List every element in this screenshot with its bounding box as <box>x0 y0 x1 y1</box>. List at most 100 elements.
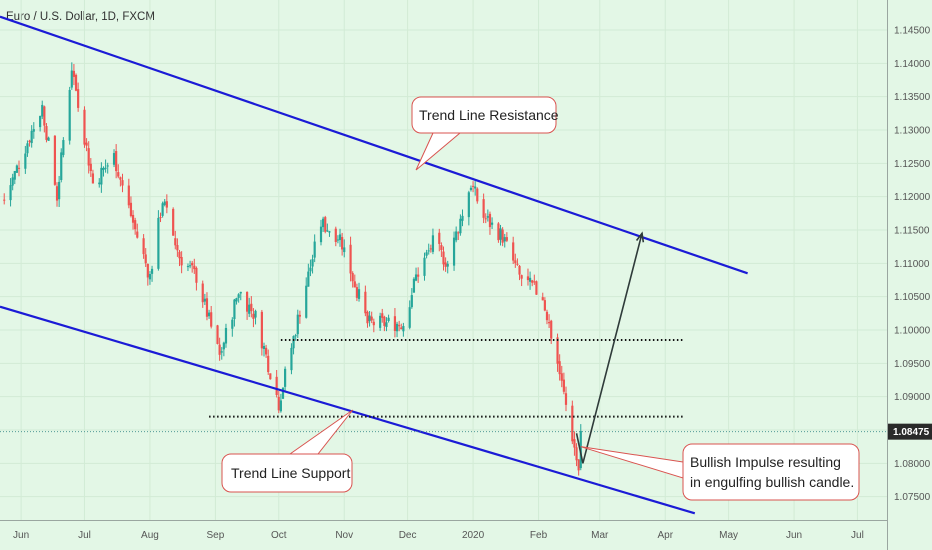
x-tick-label: Jun <box>786 530 802 541</box>
candle-body <box>292 336 295 349</box>
y-tick-label: 1.12000 <box>894 192 931 203</box>
callout-resistance-box <box>411 96 557 134</box>
candle-body <box>250 303 253 312</box>
candle-body <box>254 310 257 318</box>
candle-body <box>558 361 561 375</box>
candle-body <box>180 257 183 266</box>
x-tick-label: 2020 <box>462 530 485 541</box>
callout-bullish-impulse-text: in engulfing bullish candle. <box>690 474 854 490</box>
candle-body <box>201 283 204 303</box>
candle-body <box>294 335 297 337</box>
candle-body <box>281 387 285 399</box>
candle-body <box>178 251 181 259</box>
candle-body <box>121 180 124 186</box>
candle-body <box>163 201 166 205</box>
candle-body <box>106 165 109 167</box>
callout-support-box <box>221 453 353 493</box>
candle-body <box>338 234 342 241</box>
candle-body <box>341 237 344 250</box>
candle-body <box>252 313 255 319</box>
y-tick-label: 1.10500 <box>894 292 931 303</box>
candle-body <box>203 298 206 302</box>
candle-body <box>144 254 147 264</box>
candle-body <box>43 106 46 126</box>
callout-bullish-impulse-pointer <box>580 446 684 479</box>
candle-body <box>410 295 413 308</box>
candle-body <box>497 223 500 241</box>
candle-body <box>364 291 367 314</box>
candle-body <box>305 285 308 318</box>
candle-body <box>119 177 122 180</box>
x-tick-label: May <box>719 530 738 541</box>
candle-body <box>446 263 449 267</box>
x-tick-label: Apr <box>657 530 673 541</box>
candle-body <box>47 137 50 141</box>
candle-body <box>53 135 57 185</box>
x-tick-label: Mar <box>591 530 609 541</box>
x-tick-label: Jul <box>851 530 864 541</box>
candle-body <box>429 248 432 250</box>
candle-body <box>319 226 323 243</box>
current-price-label: 1.08475 <box>893 427 930 438</box>
candle-body <box>136 231 139 238</box>
candle-body <box>87 148 90 166</box>
candle-body <box>269 373 272 380</box>
candle-body <box>357 289 361 299</box>
x-tick-label: Nov <box>335 530 353 541</box>
candle-body <box>210 312 213 327</box>
candle-body <box>127 185 130 206</box>
candle-body <box>176 245 179 251</box>
candle-body <box>562 379 565 392</box>
candle-body <box>39 116 42 128</box>
candle-body <box>157 217 160 269</box>
candle-body <box>68 89 71 141</box>
candle-body <box>535 281 538 295</box>
candle-body <box>9 185 12 201</box>
x-tick-label: Feb <box>530 530 548 541</box>
y-tick-label: 1.10000 <box>894 326 931 337</box>
candle-body <box>237 294 240 298</box>
candle-body <box>11 177 14 186</box>
candle-body <box>467 192 470 218</box>
candle-body <box>191 262 194 266</box>
candle-body <box>161 203 164 216</box>
x-tick-label: Jun <box>13 530 29 541</box>
candle-body <box>195 267 198 283</box>
candle-body <box>245 291 249 312</box>
projection-arrow <box>575 233 643 464</box>
candle-body <box>474 186 477 189</box>
candle-body <box>235 298 238 302</box>
candle-body <box>322 218 325 228</box>
candle-body <box>142 238 145 255</box>
candle-body <box>309 267 312 272</box>
candle-body <box>159 217 162 219</box>
candle-body <box>571 405 574 442</box>
candle-body <box>518 265 521 275</box>
candle-body <box>134 220 137 230</box>
candle-body <box>298 314 301 317</box>
y-tick-label: 1.09500 <box>894 359 931 370</box>
candle-body <box>528 277 532 282</box>
candle-body <box>469 187 473 190</box>
candle-body <box>284 368 287 387</box>
candle-body <box>220 351 223 353</box>
candle-body <box>91 173 95 184</box>
candle-body <box>545 311 549 321</box>
candle-body <box>131 214 135 223</box>
x-tick-label: Aug <box>141 530 159 541</box>
candle-body <box>408 307 411 328</box>
candle-body <box>417 274 420 277</box>
candle-body <box>129 202 133 217</box>
callout-resistance-pointer <box>415 132 462 171</box>
candle-body <box>324 217 327 232</box>
time-axis[interactable]: Jun Jul Aug Sep Oct Nov Dec 2020 Feb Mar Apr May Jun… <box>0 520 887 542</box>
candle-body <box>452 237 456 266</box>
candle-body <box>265 347 268 355</box>
candle-body <box>188 265 192 267</box>
price-axis[interactable]: 1.14500 1.14000 1.13500 1.13000 1.12500 1.120… <box>887 0 932 550</box>
y-tick-label: 1.13000 <box>894 126 931 137</box>
candle-body <box>438 232 441 244</box>
candle-body <box>26 143 29 154</box>
candle-body <box>150 268 154 274</box>
